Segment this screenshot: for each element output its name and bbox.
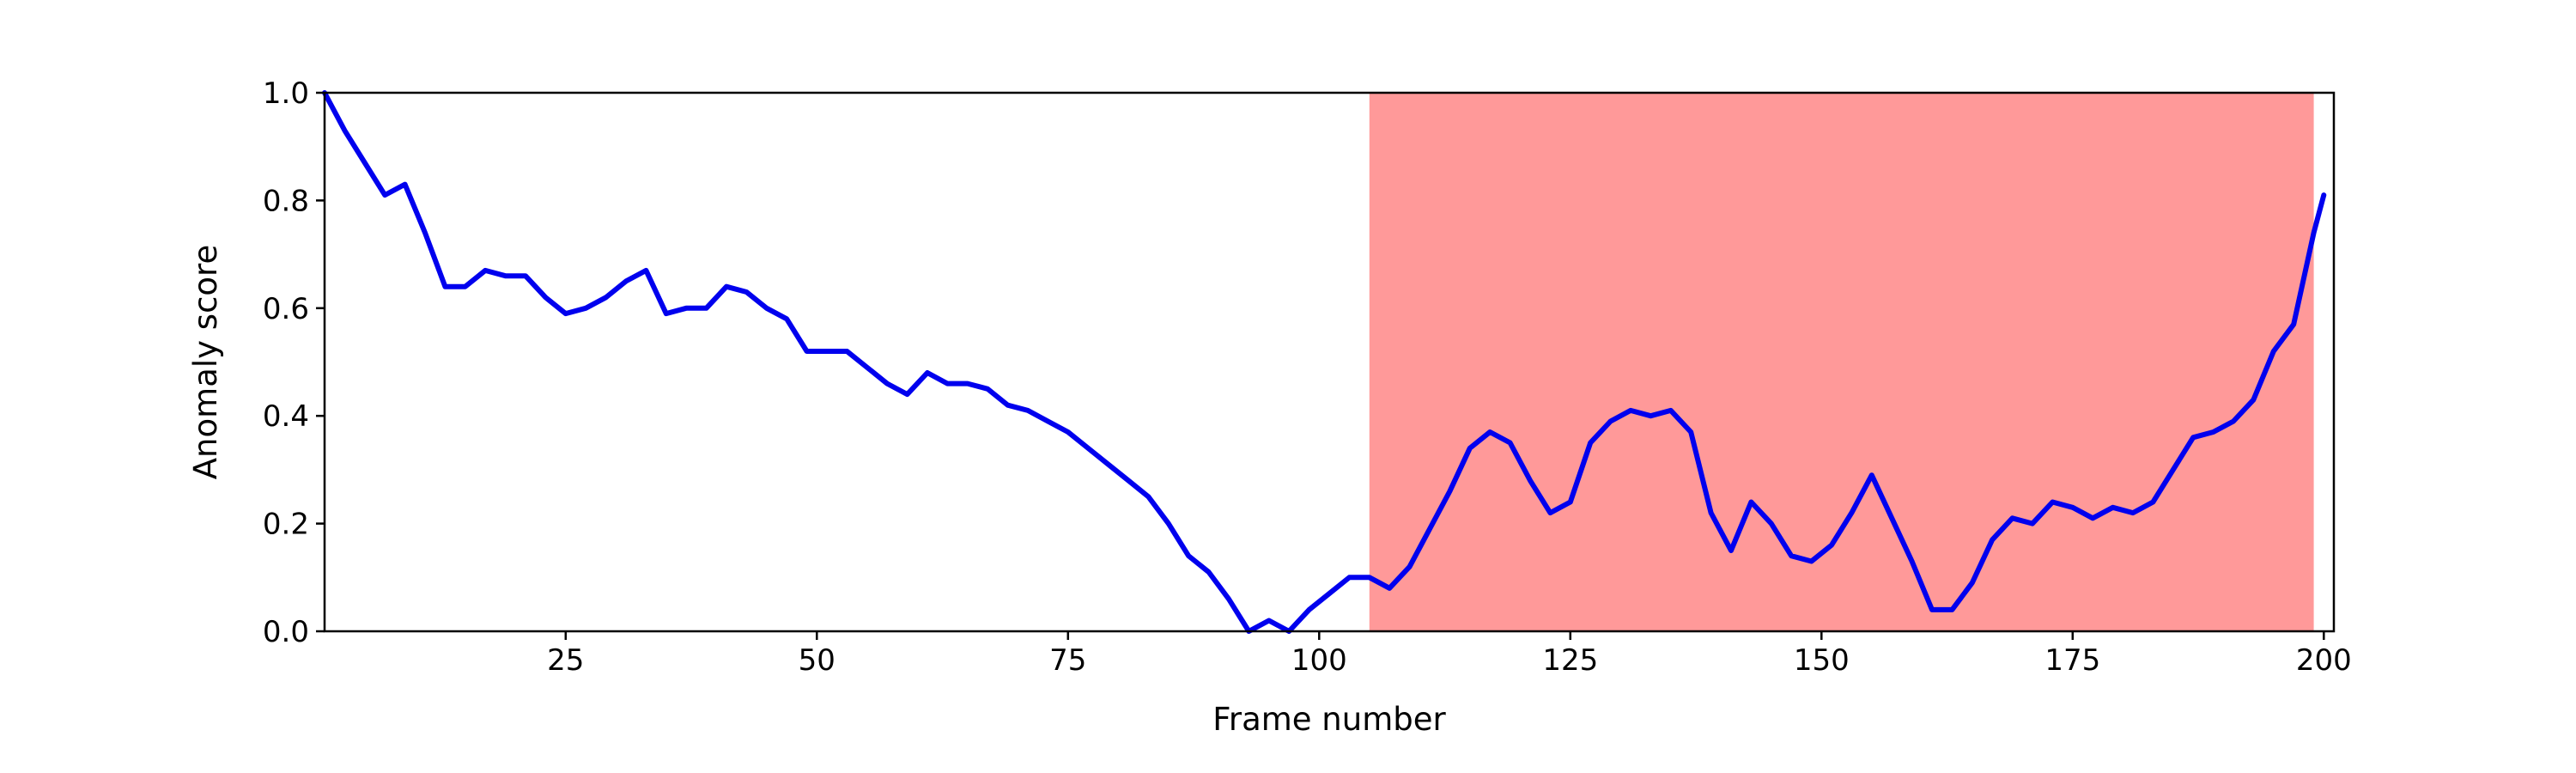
x-tick-label: 50 [799,643,835,678]
plot-frame [323,91,2336,633]
y-tick-label: 0.0 [263,615,309,649]
x-tick-label: 125 [1542,643,1598,678]
x-tick-label: 150 [1794,643,1850,678]
x-tick-label: 25 [547,643,584,678]
x-tick-label: 200 [2296,643,2352,678]
x-axis-label: Frame number [1212,701,1446,738]
y-tick-label: 0.2 [263,508,309,542]
x-tick-label: 100 [1291,643,1347,678]
x-tick-label: 75 [1049,643,1086,678]
y-axis-label: Anomaly score [187,245,224,479]
series-line-0 [322,90,2327,634]
x-tick-label: 175 [2044,643,2100,678]
y-tick-label: 0.6 [263,292,309,326]
y-tick-label: 0.8 [263,184,309,218]
y-tick-label: 0.4 [263,399,309,434]
anomaly-highlight-region [1369,93,2314,631]
y-tick-label: 1.0 [263,76,309,111]
